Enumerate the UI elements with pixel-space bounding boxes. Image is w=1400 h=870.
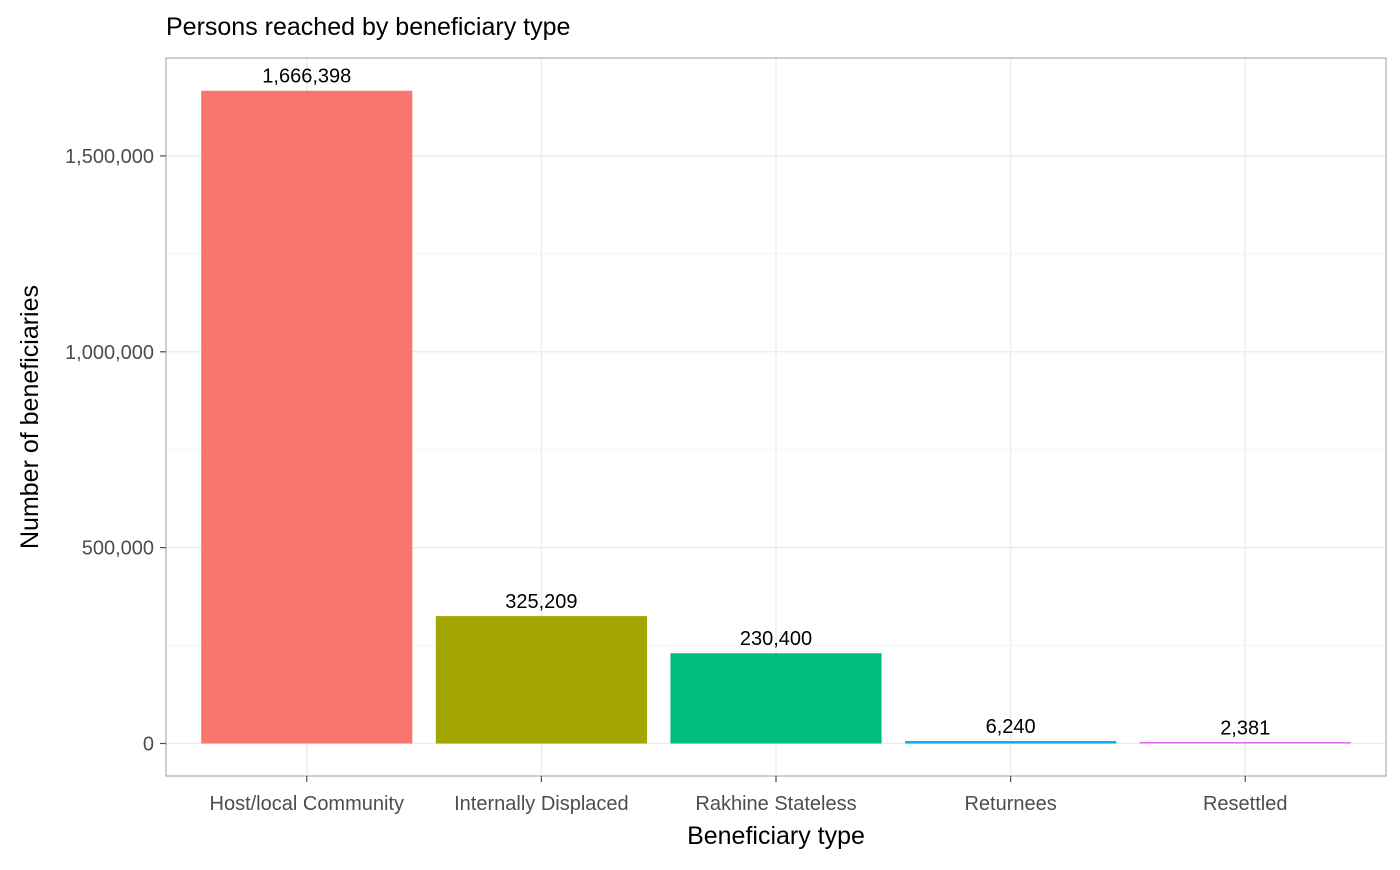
- bar-host-local-community: [201, 90, 413, 744]
- bar-resettled: [1139, 741, 1351, 744]
- y-axis-title: Number of beneficiaries: [16, 285, 44, 549]
- x-tick-label: Returnees: [964, 793, 1056, 815]
- x-tick-label: Internally Displaced: [454, 793, 629, 815]
- y-tick-label: 1,500,000: [65, 146, 154, 168]
- bar-returnees: [905, 741, 1117, 744]
- data-label: 2,381: [1220, 718, 1270, 740]
- data-label: 6,240: [986, 716, 1036, 738]
- x-tick-label: Host/local Community: [210, 793, 405, 815]
- chart-title: Persons reached by beneficiary type: [166, 13, 570, 41]
- x-axis-title: Beneficiary type: [687, 822, 865, 850]
- data-label: 1,666,398: [262, 66, 351, 88]
- x-tick-label: Resettled: [1203, 793, 1288, 815]
- y-tick-label: 500,000: [82, 538, 154, 560]
- data-labels: 1,666,398 325,209 230,400 6,240 2,381: [262, 66, 1270, 740]
- data-label: 230,400: [740, 628, 812, 650]
- bars: [201, 90, 1351, 744]
- data-label: 325,209: [505, 591, 577, 613]
- x-tick-label: Rakhine Stateless: [695, 793, 856, 815]
- y-tick-label: 0: [143, 733, 154, 755]
- x-axis: Host/local Community Internally Displaced…: [210, 776, 1288, 815]
- y-axis: 0 500,000 1,000,000 1,500,000: [65, 146, 166, 755]
- bar-rakhine-stateless: [670, 653, 882, 744]
- y-tick-label: 1,000,000: [65, 342, 154, 364]
- bar-internally-displaced: [435, 616, 647, 744]
